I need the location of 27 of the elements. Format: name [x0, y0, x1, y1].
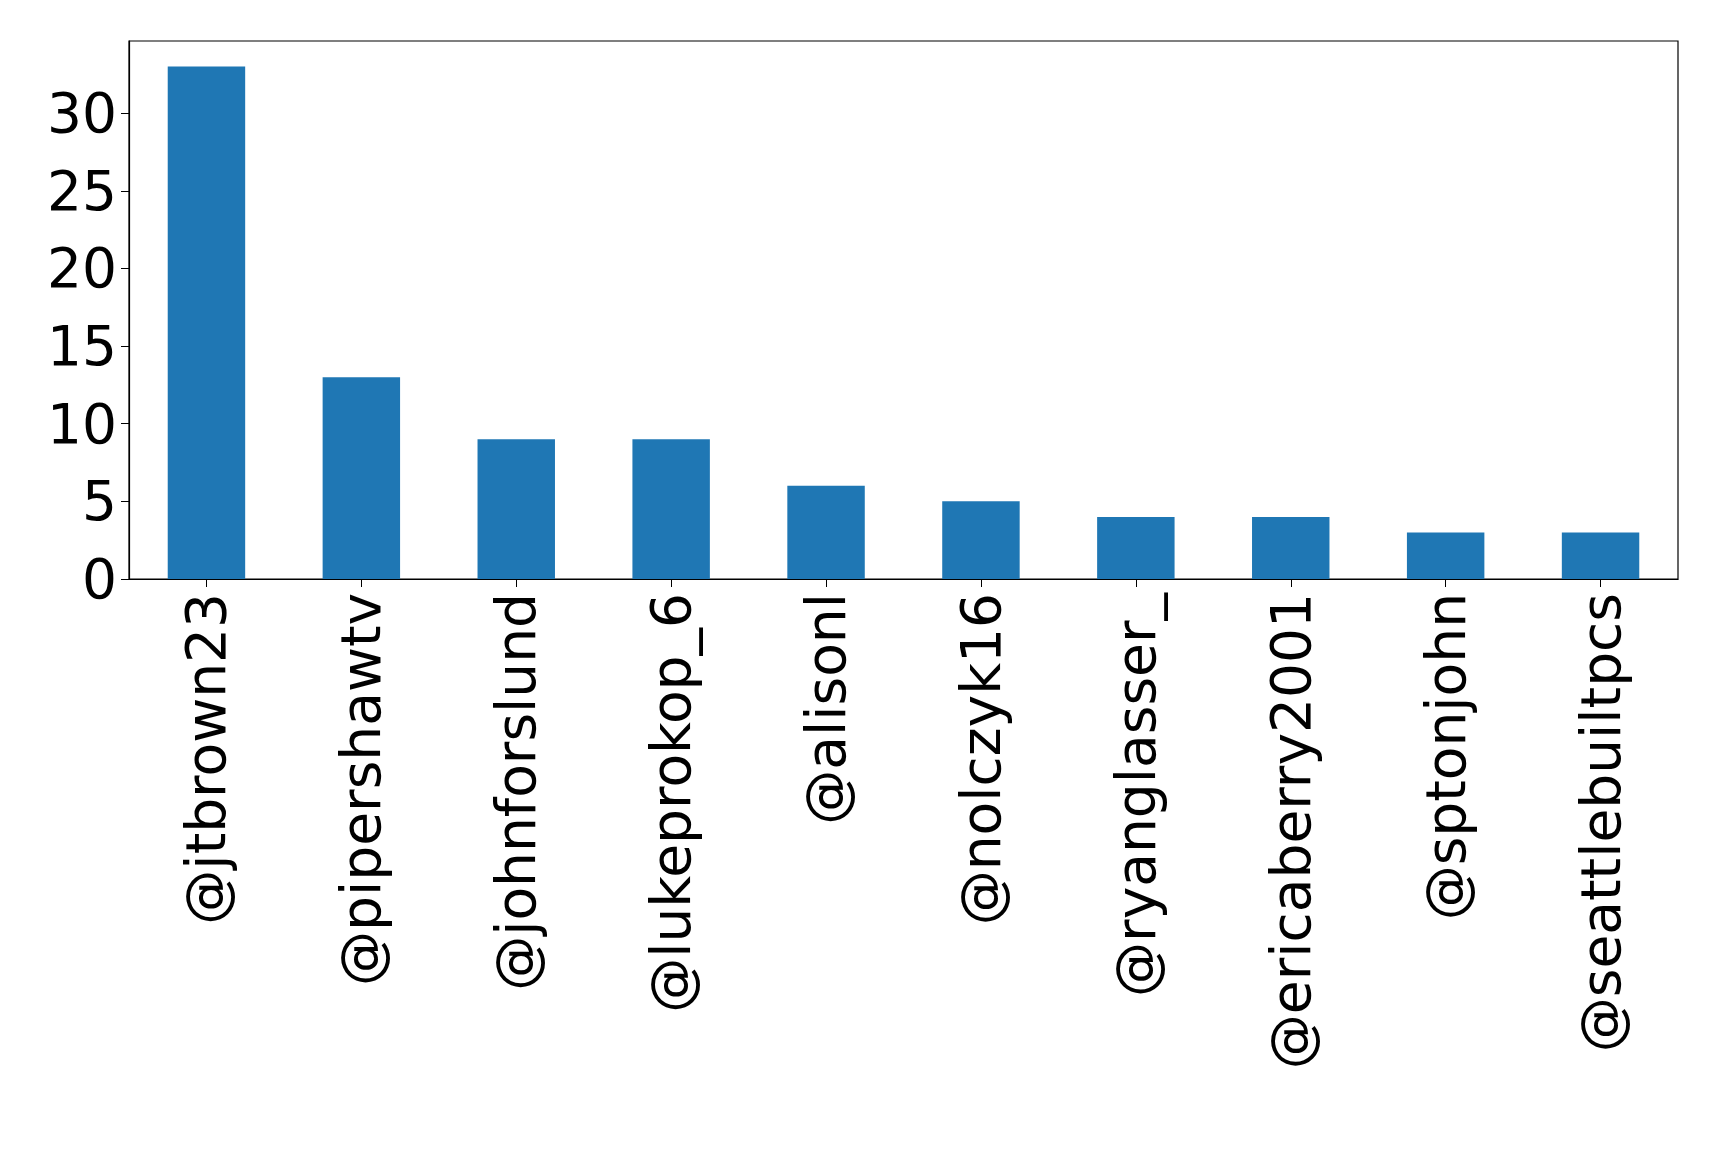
x-tick-label: @alisonl [794, 593, 859, 825]
y-tick-label: 30 [47, 81, 117, 146]
x-tick-label: @nolczyk16 [948, 593, 1013, 926]
bar [1252, 516, 1330, 579]
bar [1097, 516, 1175, 579]
bar [787, 485, 865, 579]
x-tick-label: @ryanglasser_ [1103, 591, 1168, 997]
bar [322, 377, 401, 579]
bar [477, 439, 555, 579]
x-tick-label: @johnforslund [484, 593, 549, 991]
x-tick-label: @seattlebuiltpcs [1568, 593, 1633, 1053]
bar [632, 439, 710, 579]
x-tick-label: @lukeprokop_6 [639, 593, 704, 1013]
y-tick-label: 10 [47, 391, 117, 456]
y-tick-label: 25 [47, 158, 117, 223]
bar [1561, 532, 1640, 579]
bar [1406, 532, 1485, 579]
y-tick-label: 5 [82, 469, 117, 534]
y-tick-label: 20 [47, 236, 117, 301]
y-tick-label: 15 [47, 314, 117, 379]
x-tick-label: @jtbrown23 [174, 593, 239, 925]
x-tick-label: @ericaberry2001 [1258, 593, 1323, 1070]
x-tick-label: @sptonjohn [1413, 593, 1478, 921]
x-tick-label: @pipershawtv [329, 593, 394, 986]
y-tick-label: 0 [82, 547, 117, 611]
bar [942, 501, 1020, 579]
bar [167, 66, 246, 579]
